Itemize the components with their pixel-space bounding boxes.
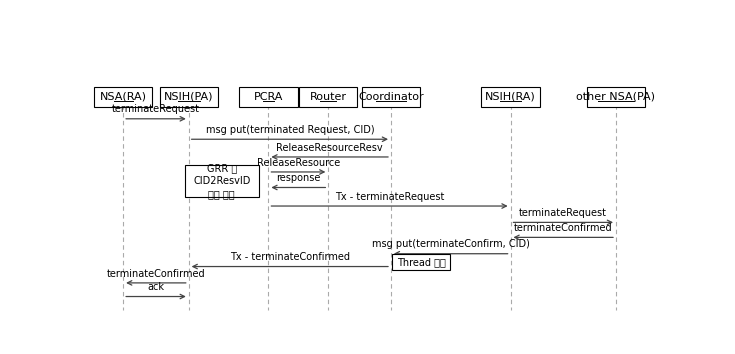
FancyBboxPatch shape	[362, 87, 420, 107]
Text: NSIH(RA): NSIH(RA)	[485, 92, 536, 102]
Text: msg put(terminateConfirm, CID): msg put(terminateConfirm, CID)	[372, 239, 530, 249]
Text: ReleaseResourceResv: ReleaseResourceResv	[276, 143, 383, 153]
FancyBboxPatch shape	[184, 165, 259, 197]
Text: ack: ack	[148, 282, 165, 292]
Text: terminateRequest: terminateRequest	[112, 104, 200, 114]
Text: ReleaseResource: ReleaseResource	[257, 158, 340, 167]
Text: terminateConfirmed: terminateConfirmed	[107, 269, 205, 279]
Text: GRR 세
CID2ResvID
매핑 삭제: GRR 세 CID2ResvID 매핑 삭제	[193, 163, 251, 199]
FancyBboxPatch shape	[299, 87, 357, 107]
Text: Tx - terminateConfirmed: Tx - terminateConfirmed	[230, 252, 350, 262]
FancyBboxPatch shape	[159, 87, 218, 107]
Text: NSIH(PA): NSIH(PA)	[164, 92, 213, 102]
Text: msg put(terminated Request, CID): msg put(terminated Request, CID)	[206, 125, 374, 135]
FancyBboxPatch shape	[240, 87, 298, 107]
Text: PCRA: PCRA	[254, 92, 283, 102]
Text: other NSA(PA): other NSA(PA)	[576, 92, 656, 102]
FancyBboxPatch shape	[587, 87, 645, 107]
FancyBboxPatch shape	[392, 254, 450, 270]
Text: terminateRequest: terminateRequest	[519, 208, 607, 218]
Text: terminateConfirmed: terminateConfirmed	[514, 223, 612, 233]
Text: Router: Router	[309, 92, 347, 102]
FancyBboxPatch shape	[481, 87, 539, 107]
Text: NSA(RA): NSA(RA)	[100, 92, 147, 102]
Text: Coordinator: Coordinator	[358, 92, 424, 102]
FancyBboxPatch shape	[94, 87, 152, 107]
Text: Tx - terminateRequest: Tx - terminateRequest	[335, 192, 444, 202]
Text: Thread 소멸: Thread 소멸	[397, 257, 445, 267]
Text: response: response	[276, 173, 320, 183]
